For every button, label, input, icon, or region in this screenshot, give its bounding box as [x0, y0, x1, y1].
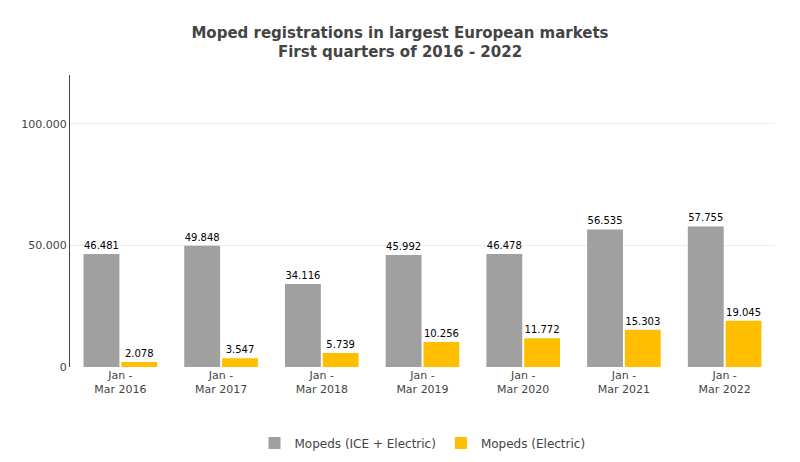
svg-text:Moped registrations in largest: Moped registrations in largest European …	[191, 24, 608, 62]
svg-text:46.478: 46.478	[487, 240, 522, 251]
svg-text:Jan -Mar 2019: Jan -Mar 2019	[396, 369, 448, 396]
svg-text:46.481: 46.481	[84, 240, 119, 251]
svg-text:50.000: 50.000	[28, 239, 67, 252]
svg-text:5.739: 5.739	[326, 339, 355, 350]
svg-text:45.992: 45.992	[386, 241, 421, 252]
svg-text:Jan -Mar 2021: Jan -Mar 2021	[598, 369, 650, 396]
svg-text:Jan -Mar 2016: Jan -Mar 2016	[94, 369, 146, 396]
svg-text:3.547: 3.547	[226, 344, 255, 355]
svg-text:Jan -Mar 2018: Jan -Mar 2018	[296, 369, 348, 396]
svg-text:49.848: 49.848	[185, 232, 220, 243]
svg-text:Mopeds (Electric): Mopeds (Electric)	[481, 437, 585, 451]
svg-text:11.772: 11.772	[525, 324, 560, 335]
svg-text:34.116: 34.116	[285, 270, 320, 281]
svg-text:Jan -Mar 2020: Jan -Mar 2020	[497, 369, 549, 396]
svg-text:15.303: 15.303	[625, 316, 660, 327]
svg-text:10.256: 10.256	[424, 328, 459, 339]
svg-text:100.000: 100.000	[21, 118, 67, 131]
svg-text:19.045: 19.045	[726, 307, 761, 318]
svg-text:2.078: 2.078	[125, 348, 154, 359]
svg-text:Jan -Mar 2022: Jan -Mar 2022	[699, 369, 751, 396]
svg-text:Mopeds (ICE + Electric): Mopeds (ICE + Electric)	[295, 437, 436, 451]
svg-text:0: 0	[60, 361, 67, 374]
svg-text:57.755: 57.755	[688, 212, 723, 223]
svg-text:Jan -Mar 2017: Jan -Mar 2017	[195, 369, 247, 396]
svg-text:56.535: 56.535	[588, 215, 623, 226]
